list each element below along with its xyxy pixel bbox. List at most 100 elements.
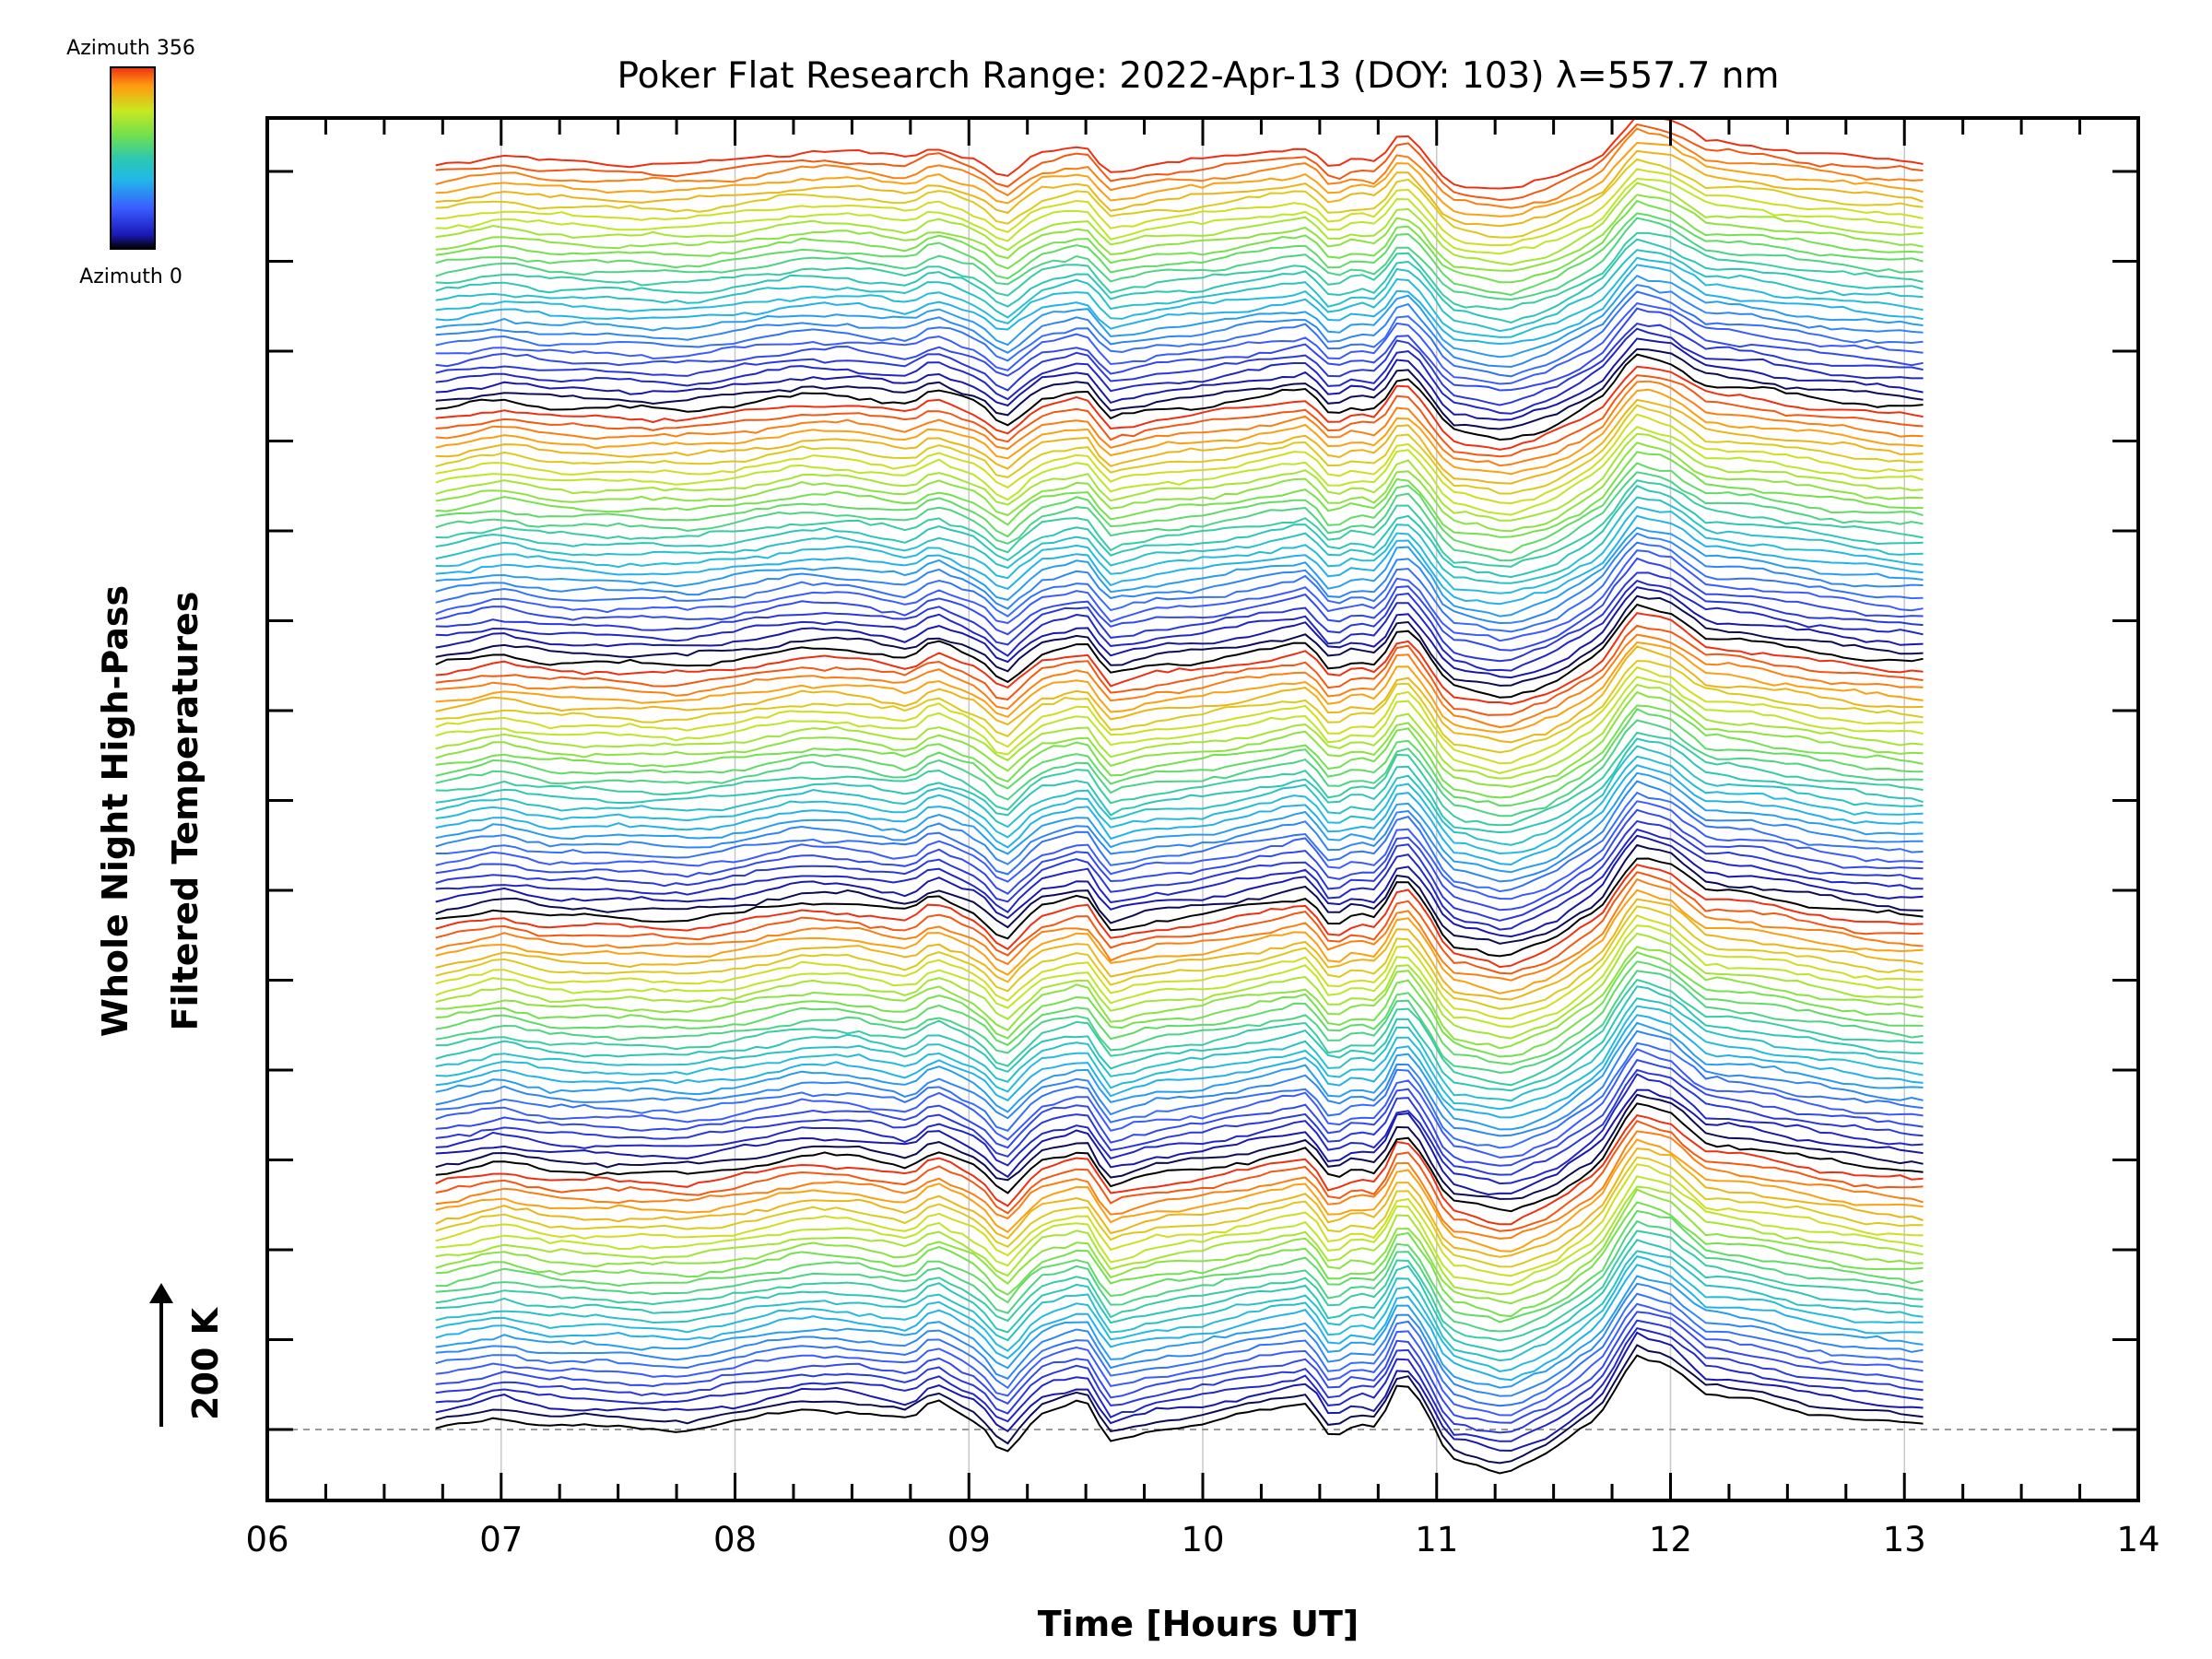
x-tick-label: 10	[1181, 1520, 1224, 1559]
series-line	[435, 843, 1924, 945]
series-line	[435, 857, 1924, 958]
series-line	[435, 284, 1924, 369]
series-line	[435, 888, 1924, 994]
series-line	[435, 1113, 1924, 1226]
series-line	[435, 997, 1924, 1102]
series-line	[435, 238, 1924, 324]
series-line	[435, 432, 1924, 522]
series-line	[435, 745, 1924, 846]
series-line	[435, 479, 1924, 568]
x-tick-label: 07	[479, 1520, 523, 1559]
x-tick-label: 13	[1883, 1520, 1926, 1559]
series-line	[435, 347, 1924, 430]
series-line	[435, 249, 1924, 333]
series-line	[435, 571, 1924, 663]
series-line	[435, 905, 1924, 1010]
series-line	[435, 690, 1924, 788]
series-line	[435, 780, 1924, 883]
colorbar-top-label: Azimuth 356	[66, 37, 195, 60]
series-line	[435, 1331, 1924, 1453]
series-line	[435, 1130, 1924, 1240]
x-tick-label: 14	[2116, 1520, 2159, 1559]
series-line	[435, 398, 1924, 485]
series-line	[435, 877, 1924, 982]
x-tick-label: 11	[1415, 1520, 1458, 1559]
series-line	[435, 353, 1924, 441]
y-axis-label-line1: Whole Night High-Pass	[95, 585, 135, 1037]
series-line	[435, 808, 1924, 912]
series-line	[435, 274, 1924, 359]
series-line	[435, 624, 1924, 716]
series-line	[435, 719, 1924, 818]
series-line	[435, 641, 1924, 734]
series-line	[435, 158, 1924, 239]
series-line	[435, 1058, 1924, 1167]
colorbar-legend: Azimuth 356 Azimuth 0	[66, 37, 195, 288]
series-line	[435, 404, 1924, 495]
series-line	[435, 676, 1924, 774]
series-line	[435, 149, 1924, 228]
series-line	[435, 256, 1924, 338]
series-line	[435, 526, 1924, 618]
series-line	[435, 1163, 1924, 1277]
series-line	[435, 1030, 1924, 1137]
series-line	[435, 594, 1924, 687]
series-line	[435, 1209, 1924, 1324]
series-line	[435, 441, 1924, 533]
series-line	[435, 924, 1924, 1029]
series-line	[435, 828, 1924, 931]
x-tick-label: 09	[947, 1520, 991, 1559]
series-line	[435, 1185, 1924, 1296]
series-line	[435, 791, 1924, 893]
series-line	[435, 496, 1924, 584]
series-line	[435, 388, 1924, 476]
series-line	[435, 462, 1924, 554]
series-line	[435, 731, 1924, 827]
series-line	[435, 168, 1924, 247]
series-line	[435, 645, 1924, 744]
series-line	[435, 666, 1924, 765]
series-line	[435, 212, 1924, 297]
series-line	[435, 1239, 1924, 1353]
series-line	[435, 951, 1924, 1058]
series-line	[435, 557, 1924, 652]
series-group	[435, 118, 1924, 1475]
scale-indicator: 200 K	[149, 1283, 226, 1427]
series-line	[435, 1354, 1924, 1475]
series-line	[435, 1088, 1924, 1196]
chart-title: Poker Flat Research Range: 2022-Apr-13 (…	[618, 55, 1780, 97]
series-line	[435, 1156, 1924, 1268]
series-line	[435, 451, 1924, 538]
series-line	[435, 505, 1924, 594]
series-line	[435, 1175, 1924, 1287]
series-line	[435, 302, 1924, 385]
series-line	[435, 683, 1924, 780]
series-line	[435, 1119, 1924, 1232]
series-line	[435, 800, 1924, 900]
series-line	[435, 1093, 1924, 1200]
series-line	[435, 708, 1924, 807]
series-line	[435, 1068, 1924, 1176]
series-line	[435, 1302, 1924, 1417]
series-line	[435, 755, 1924, 855]
series-line	[435, 1254, 1924, 1372]
series-line	[435, 1041, 1924, 1149]
series-line	[435, 960, 1924, 1065]
scale-arrow-head	[149, 1283, 173, 1303]
series-line	[435, 217, 1924, 300]
series-line	[435, 307, 1924, 392]
series-line	[435, 471, 1924, 562]
series-line	[435, 834, 1924, 938]
series-line	[435, 484, 1924, 579]
series-line	[435, 1264, 1924, 1382]
series-line	[435, 914, 1924, 1020]
series-line	[435, 1138, 1924, 1253]
series-line	[435, 586, 1924, 679]
series-line	[435, 737, 1924, 834]
series-line	[435, 182, 1924, 266]
series-line	[435, 932, 1924, 1040]
series-line	[435, 1230, 1924, 1342]
series-line	[435, 231, 1924, 311]
series-line	[435, 123, 1924, 202]
